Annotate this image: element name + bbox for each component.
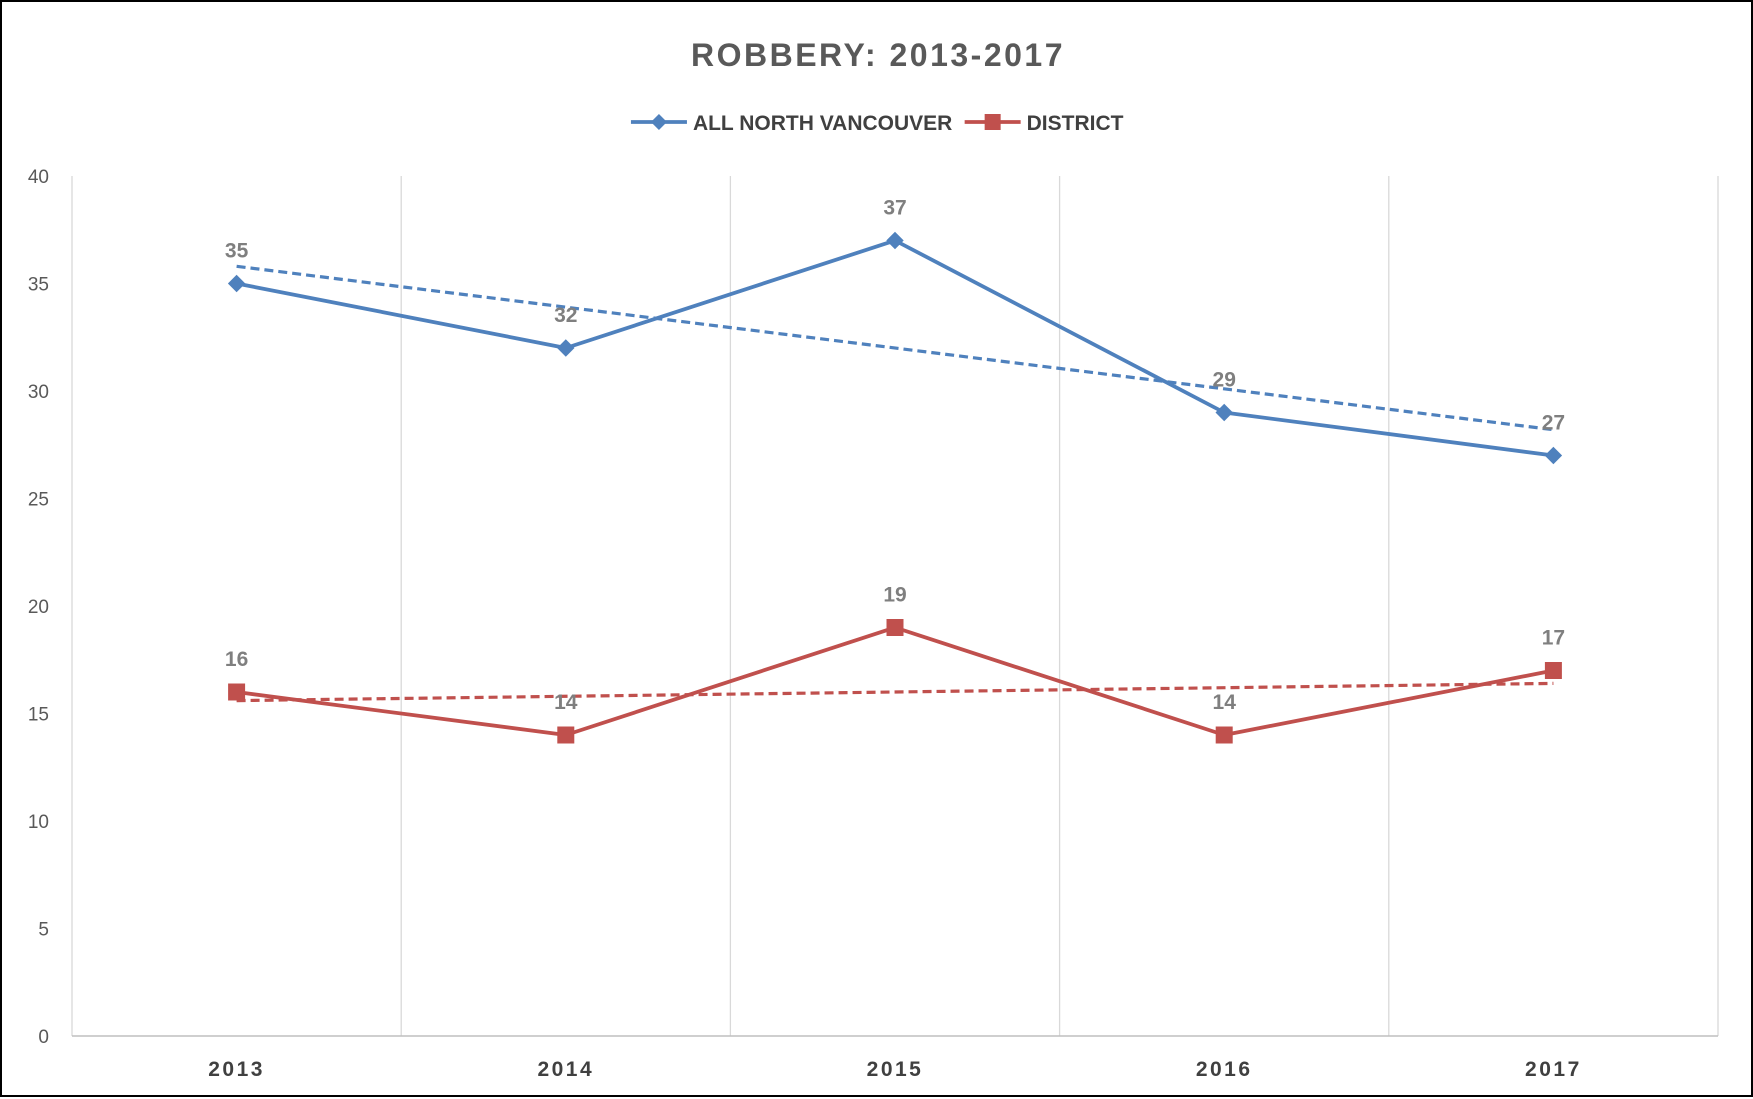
data-label-district: 17 <box>1542 627 1565 650</box>
data-label-all-north-vancouver: 27 <box>1542 412 1565 435</box>
y-tick-label: 0 <box>38 1027 49 1048</box>
trendline-district <box>236 681 1554 703</box>
data-point-all-north-vancouver <box>227 274 246 293</box>
data-point-all-north-vancouver <box>557 339 575 357</box>
data-label-all-north-vancouver: 37 <box>883 197 906 220</box>
data-point-district <box>228 683 246 701</box>
data-label-all-north-vancouver: 35 <box>225 240 249 263</box>
data-point-district <box>1544 662 1562 679</box>
series-line-district <box>236 625 1554 737</box>
data-point-district <box>1215 726 1233 744</box>
x-tick-label: 2017 <box>1525 1058 1582 1081</box>
data-label-district: 19 <box>883 584 906 607</box>
x-tick-label: 2015 <box>867 1058 924 1081</box>
y-tick-label: 20 <box>28 597 49 618</box>
y-tick-label: 15 <box>28 705 49 726</box>
trendline-all-north-vancouver <box>236 264 1554 432</box>
data-label-all-north-vancouver: 32 <box>554 304 577 327</box>
series-markers <box>227 231 1563 744</box>
data-point-district <box>557 726 575 744</box>
y-tick-label: 25 <box>28 490 49 511</box>
data-point-district <box>886 619 904 636</box>
legend-label-district: DISTRICT <box>1027 112 1124 135</box>
chart-title: ROBBERY: 2013-2017 <box>691 37 1065 73</box>
x-tick-label: 2013 <box>208 1058 265 1081</box>
legend-marker-all-north-vancouver <box>650 114 667 130</box>
tick-labels: 0 5 10 15 20 25 30 35 40 2013 2014 2015 2016 2017 <box>28 167 1582 1081</box>
x-tick-label: 2016 <box>1196 1058 1253 1081</box>
trendlines <box>236 264 1554 703</box>
y-tick-label: 35 <box>28 275 49 296</box>
y-tick-label: 5 <box>38 920 49 941</box>
legend: ALL NORTH VANCOUVER DISTRICT <box>630 112 1124 135</box>
series-lines <box>236 238 1554 737</box>
data-label-district: 14 <box>1213 691 1237 714</box>
data-label-district: 16 <box>225 648 248 671</box>
grid-lines <box>71 176 1719 1036</box>
y-tick-label: 10 <box>28 812 49 833</box>
data-label-all-north-vancouver: 29 <box>1213 369 1236 392</box>
y-tick-label: 30 <box>28 382 49 403</box>
data-point-all-north-vancouver <box>1544 446 1563 465</box>
legend-label-all-north-vancouver: ALL NORTH VANCOUVER <box>693 112 952 135</box>
data-labels: 35 32 37 29 27 16 14 19 14 17 <box>225 197 1565 715</box>
legend-marker-district <box>984 114 1001 130</box>
x-tick-label: 2014 <box>537 1058 594 1081</box>
y-tick-label: 40 <box>28 167 49 188</box>
data-point-all-north-vancouver <box>1215 403 1233 422</box>
data-point-all-north-vancouver <box>886 231 904 250</box>
data-label-district: 14 <box>554 691 578 714</box>
